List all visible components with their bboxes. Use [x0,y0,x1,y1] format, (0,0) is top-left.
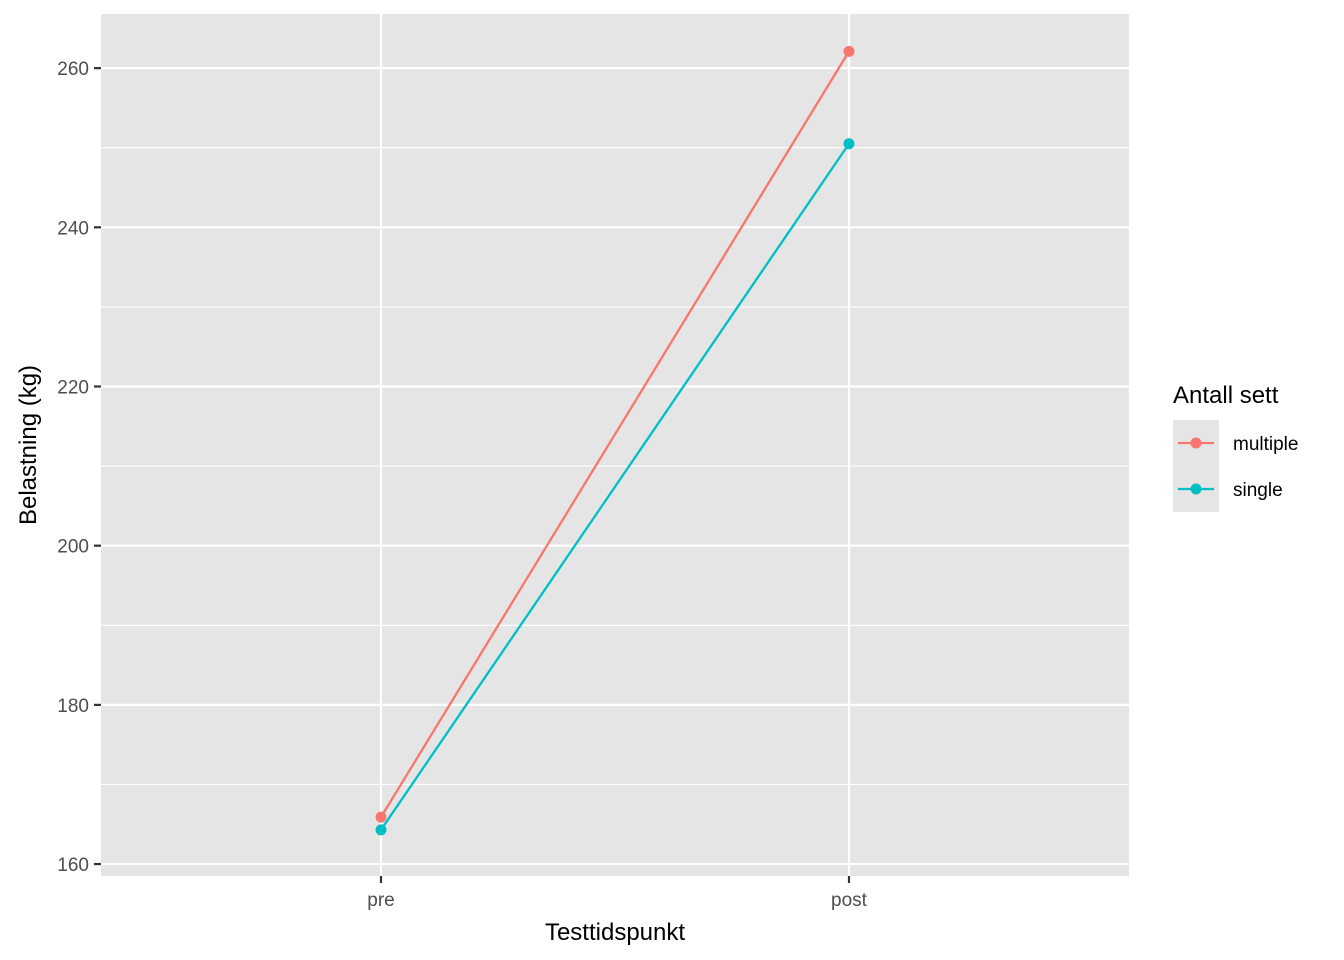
series-layer [375,45,855,836]
y-tick-label: 180 [57,696,89,717]
x-tick-label: pre [367,890,394,911]
y-tick-label: 260 [57,59,89,80]
panel-background [101,14,1129,876]
x-tick-label: post [831,890,868,911]
series-single [375,138,855,836]
series-line [380,143,850,831]
grid-major [101,14,1129,876]
y-tick-label: 200 [57,537,89,558]
data-point [843,138,855,150]
legend-key-point [1190,437,1202,449]
series-line [380,50,850,818]
legend: Antall sett multiple single [1173,382,1298,512]
y-axis-title: Belastning (kg) [15,365,42,525]
grid-minor [101,147,1129,786]
x-axis-title: Testtidspunkt [545,919,685,946]
y-tick-label: 240 [57,218,89,239]
data-point [843,45,855,57]
y-tick-label: 220 [57,377,89,398]
y-tick-label: 160 [57,855,89,876]
legend-label: multiple [1233,434,1298,455]
data-point [375,811,387,823]
data-point [375,824,387,836]
legend-title: Antall sett [1173,382,1279,409]
y-axis: 160 180 200 220 240 260 [57,59,101,876]
series-multiple [375,45,855,823]
legend-label: single [1233,480,1283,501]
legend-key-point [1190,483,1202,495]
x-axis: pre post [367,876,868,911]
